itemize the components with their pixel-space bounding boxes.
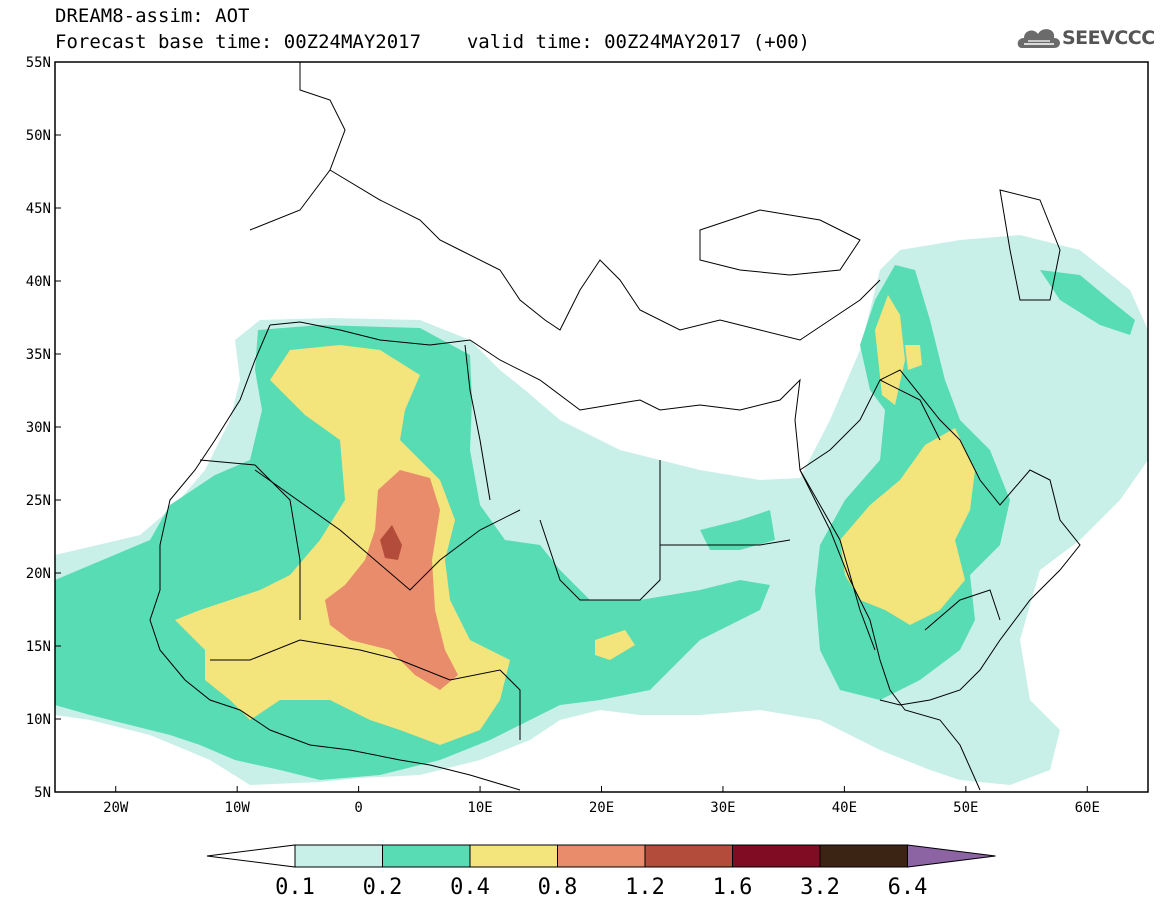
colorbar-label: 0.1 [275, 875, 315, 900]
logo-text: SEEVCCC [1062, 27, 1155, 49]
coastlines [149, 62, 1081, 791]
coastline-west-africa [149, 324, 521, 791]
lon-tick-label: 0 [354, 800, 362, 816]
lat-tick-label: 5N [34, 785, 51, 801]
colorbar-swatch [382, 844, 471, 868]
colorbar-high-arrow [907, 844, 996, 868]
colorbar-swatch [644, 844, 733, 868]
colorbar-swatch [469, 844, 558, 868]
lon-tick-label: 10E [467, 800, 492, 816]
border-arabia [879, 379, 1001, 631]
cloud-icon [1017, 29, 1060, 48]
lat-tick-label: 30N [26, 420, 51, 436]
border-sahara-2 [464, 344, 491, 501]
lon-tick-label: 10W [225, 800, 251, 816]
latitude-axis: 55N 50N 45N 40N 35N 30N 25N 20N 15N 10N 5N [26, 55, 61, 801]
longitude-axis: 20W 10W 0 10E 20E 30E 40E 50E 60E [103, 786, 1100, 816]
colorbar-low-arrow [206, 844, 296, 868]
aot-contour-0.4-arabia [840, 428, 975, 625]
aot-contour-0.4-kuwait [905, 345, 922, 370]
lon-tick-label: 20W [103, 800, 129, 816]
aot-contour-0.2-egypt [700, 510, 775, 550]
border-sahel [210, 639, 521, 740]
colorbar-label: 1.2 [625, 875, 665, 900]
aot-contour-1.2 [380, 525, 402, 560]
border-sahara-1 [254, 469, 521, 591]
border-mauritania [199, 459, 301, 620]
aot-field [55, 235, 1148, 785]
lat-tick-label: 35N [26, 347, 51, 363]
lat-tick-label: 45N [26, 201, 51, 217]
coastline-africa [269, 321, 981, 791]
lon-tick-label: 50E [953, 800, 978, 816]
lon-tick-label: 30E [710, 800, 735, 816]
seevccc-logo: SEEVCCC [1016, 22, 1158, 56]
lon-tick-label: 60E [1075, 800, 1100, 816]
colorbar-boxes [206, 844, 996, 868]
aot-contour-0.8 [325, 470, 458, 690]
lat-tick-label: 55N [26, 55, 51, 71]
colorbar-swatch [557, 844, 646, 868]
coastline-blacksea [699, 209, 861, 276]
colorbar-labels: 0.1 0.2 0.4 0.8 1.2 1.6 3.2 6.4 [275, 875, 927, 900]
coastline-europe [249, 62, 881, 341]
colorbar-label: 0.8 [538, 875, 578, 900]
valid-time: valid time: 00Z24MAY2017 (+00) [466, 31, 810, 53]
border-sahara-4 [660, 539, 791, 546]
colorbar-swatch [294, 844, 383, 868]
coastline-arabia [799, 369, 1081, 706]
colorbar-label: 3.2 [800, 875, 840, 900]
colorbar-label: 0.4 [450, 875, 490, 900]
aot-contour-0.4-sudan [595, 630, 635, 660]
lat-tick-label: 20N [26, 566, 51, 582]
colorbar-label: 1.6 [713, 875, 753, 900]
colorbar-swatch [732, 844, 821, 868]
aot-contour-0.2-caspian [1040, 270, 1135, 335]
lat-tick-label: 25N [26, 493, 51, 509]
colorbar-swatch [819, 844, 908, 868]
lon-tick-label: 20E [589, 800, 614, 816]
border-sahara-3 [539, 460, 661, 601]
lon-tick-label: 40E [832, 800, 857, 816]
colorbar-label: 0.2 [363, 875, 403, 900]
lat-tick-label: 50N [26, 128, 51, 144]
coastline-redsea [799, 469, 876, 651]
base-time: Forecast base time: 00Z24MAY2017 [55, 31, 422, 53]
lat-tick-label: 15N [26, 639, 51, 655]
lat-tick-label: 40N [26, 274, 51, 290]
lat-tick-label: 10N [26, 712, 51, 728]
colorbar-label: 6.4 [888, 875, 928, 900]
coastline-caspian [999, 189, 1061, 301]
aot-contour-0.4-iraq [875, 295, 905, 405]
map-title: DREAM8-assim: AOT [55, 5, 250, 27]
time-info: Forecast base time: 00Z24MAY2017 valid t… [55, 32, 810, 52]
